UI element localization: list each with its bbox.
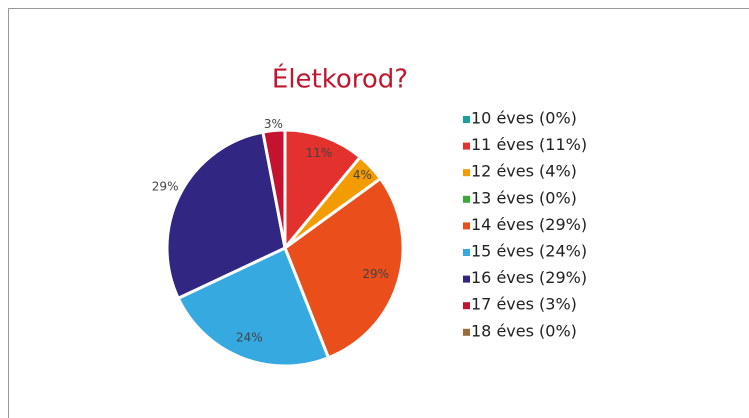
- legend-swatch: [463, 195, 470, 203]
- legend-label: 14 éves (29%): [471, 215, 587, 234]
- legend-label: 13 éves (0%): [471, 188, 577, 207]
- data-label: 29%: [362, 267, 389, 281]
- legend-label: 16 éves (29%): [471, 268, 587, 287]
- data-label: 29%: [152, 179, 179, 193]
- data-label: 11%: [306, 146, 333, 160]
- pie-slice: [283, 176, 405, 360]
- legend-label: 12 éves (4%): [471, 162, 577, 181]
- pie-slice: [165, 130, 287, 301]
- legend-swatch: [463, 222, 470, 230]
- legend-label: 11 éves (11%): [471, 135, 587, 154]
- chart-title: Életkorod?: [272, 63, 408, 95]
- pie-slice: [283, 128, 363, 253]
- legend-swatch: [463, 169, 470, 177]
- data-label: 4%: [353, 168, 372, 182]
- pie-slice: [261, 128, 287, 249]
- legend-swatch: [463, 328, 470, 336]
- legend-label: 18 éves (0%): [471, 321, 577, 340]
- data-label: 3%: [264, 117, 283, 131]
- legend-swatch: [463, 249, 470, 256]
- legend-swatch: [463, 142, 470, 150]
- legend-label: 15 éves (24%): [471, 242, 587, 261]
- legend-swatch: [463, 116, 470, 123]
- legend-label: 17 éves (3%): [471, 295, 577, 314]
- pie-slice: [176, 245, 331, 368]
- data-label: 24%: [236, 330, 263, 344]
- legend-swatch: [463, 275, 470, 283]
- legend-label: 10 éves (0%): [471, 109, 577, 128]
- legend-swatch: [463, 302, 470, 310]
